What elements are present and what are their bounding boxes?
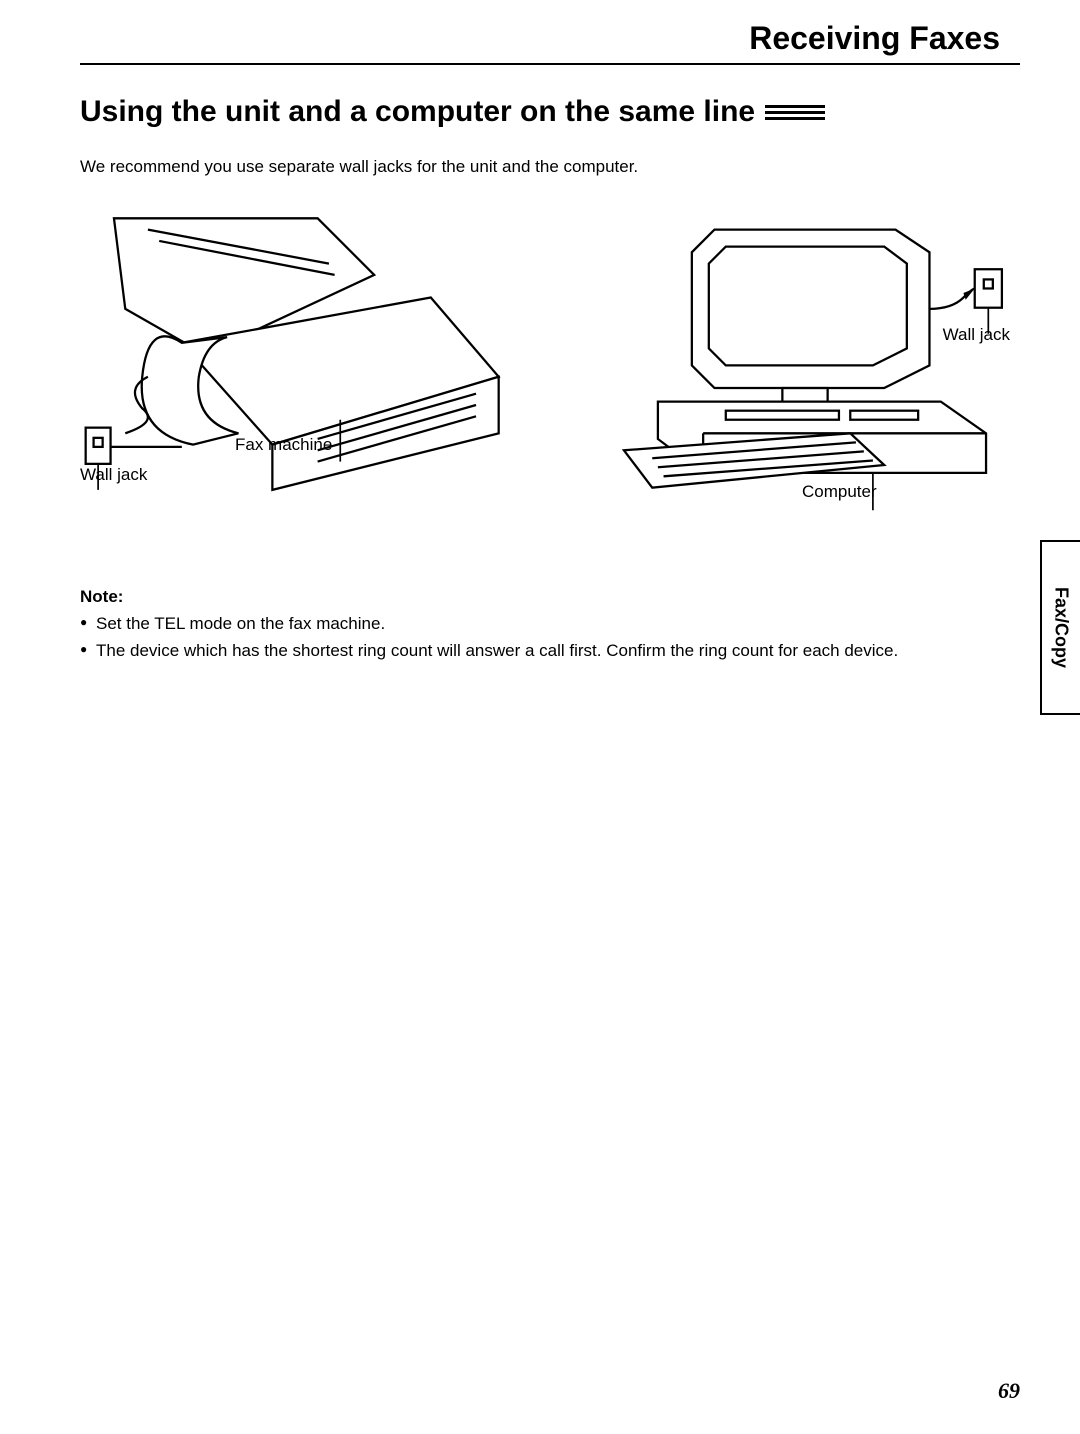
- figure-fax-machine: Fax machine Wall jack: [80, 207, 510, 487]
- triple-rule-icon: [765, 105, 825, 120]
- figures-row: Fax machine Wall jack: [80, 207, 1020, 507]
- label-computer: Computer: [802, 482, 877, 502]
- note-item: Set the TEL mode on the fax machine.: [80, 613, 1020, 636]
- manual-page: Receiving Faxes Using the unit and a com…: [0, 0, 1080, 1434]
- note-heading: Note:: [80, 587, 1020, 607]
- intro-text: We recommend you use separate wall jacks…: [80, 157, 1020, 177]
- label-fax-machine: Fax machine: [235, 435, 332, 455]
- label-wall-jack-left: Wall jack: [80, 465, 147, 485]
- note-block: Note: Set the TEL mode on the fax machin…: [80, 587, 1020, 663]
- note-list: Set the TEL mode on the fax machine. The…: [80, 613, 1020, 663]
- label-wall-jack-right: Wall jack: [943, 325, 1010, 345]
- chapter-rule: [80, 63, 1020, 65]
- chapter-title: Receiving Faxes: [80, 20, 1000, 57]
- section-title: Using the unit and a computer on the sam…: [80, 95, 755, 129]
- note-item: The device which has the shortest ring c…: [80, 640, 1020, 663]
- page-number: 69: [998, 1378, 1020, 1404]
- side-tab-label: Fax/Copy: [1051, 587, 1072, 668]
- section-heading: Using the unit and a computer on the sam…: [80, 95, 1020, 129]
- figure-computer: Wall jack Computer: [590, 207, 1020, 507]
- side-tab: Fax/Copy: [1040, 540, 1080, 715]
